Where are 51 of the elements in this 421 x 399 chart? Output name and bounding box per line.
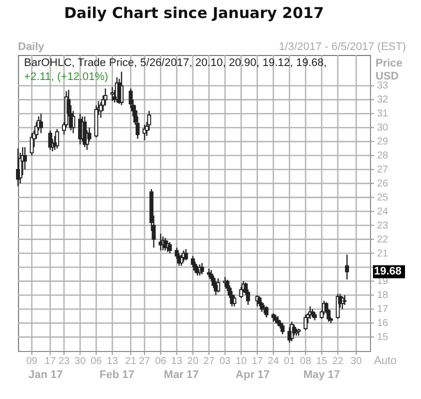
x-tick-label: 17 xyxy=(252,356,264,367)
text: Apr 17 xyxy=(236,369,270,381)
annotation: BarOHLC, Trade Price, 5/26/2017, 20.10, 20.90, 19.12, 19.68, xyxy=(24,57,327,69)
x-tick-label: 03 xyxy=(219,356,232,367)
x-tick-label: 20 xyxy=(187,356,199,367)
text: May 17 xyxy=(303,369,340,381)
y-tick-label: 18 xyxy=(377,290,389,302)
text: Daily xyxy=(18,41,46,53)
x-tick-label: 06 xyxy=(90,356,102,367)
x-tick-label: 22 xyxy=(332,356,344,367)
y-tick-label: 23 xyxy=(377,220,389,232)
x-tick-label: 08 xyxy=(300,356,312,367)
x-tick-label: 09 xyxy=(26,356,38,367)
y-tick-label: 28 xyxy=(377,150,389,162)
annotation: +2.11, (+12.01%) xyxy=(24,71,108,83)
y-tick-label: 16 xyxy=(377,318,389,330)
y-tick-label: 21 xyxy=(377,248,389,260)
y-axis-title: Price USD xyxy=(376,58,402,82)
text: Feb 17 xyxy=(100,369,134,381)
y-tick-label: 25 xyxy=(377,192,389,204)
text: Auto xyxy=(374,355,397,367)
text: Jan 17 xyxy=(28,369,63,381)
text: 19.68 xyxy=(374,266,402,278)
y-tick-label: 26 xyxy=(377,178,389,190)
y-tick-label: 32 xyxy=(377,94,389,106)
y-tick-label: 30 xyxy=(377,122,389,134)
y-tick-label: 24 xyxy=(377,206,389,218)
x-tick-label: 13 xyxy=(171,356,183,367)
x-tick-label: 06 xyxy=(155,356,167,367)
x-tick-label: 27 xyxy=(138,356,151,367)
x-tick-label: 24 xyxy=(268,356,280,367)
x-tick-label: 23 xyxy=(58,356,70,367)
y-tick-label: 29 xyxy=(377,136,389,148)
y-tick-label: 33 xyxy=(377,80,389,92)
text: 1/3/2017 - 6/5/2017 (EST) xyxy=(278,41,406,53)
x-tick-label: 01 xyxy=(284,356,296,367)
x-tick-label: 13 xyxy=(106,356,118,367)
x-tick-label: 27 xyxy=(203,356,215,367)
text: Mar 17 xyxy=(164,369,199,381)
y-tick-label: 22 xyxy=(377,234,389,246)
x-tick-label: 21 xyxy=(125,356,137,367)
y-tick-label: 17 xyxy=(377,304,389,316)
y-tick-label: 27 xyxy=(377,164,389,176)
y-tick-label: 31 xyxy=(377,108,389,120)
x-tick-label: 30 xyxy=(74,356,86,367)
y-tick-label: 15 xyxy=(377,332,389,344)
x-tick-label: 30 xyxy=(350,356,362,367)
chart-title: Daily Chart since January 2017 xyxy=(64,4,324,22)
x-tick-label: 15 xyxy=(316,356,328,367)
x-tick-label: 17 xyxy=(44,356,56,367)
x-tick-label: 10 xyxy=(236,356,248,367)
